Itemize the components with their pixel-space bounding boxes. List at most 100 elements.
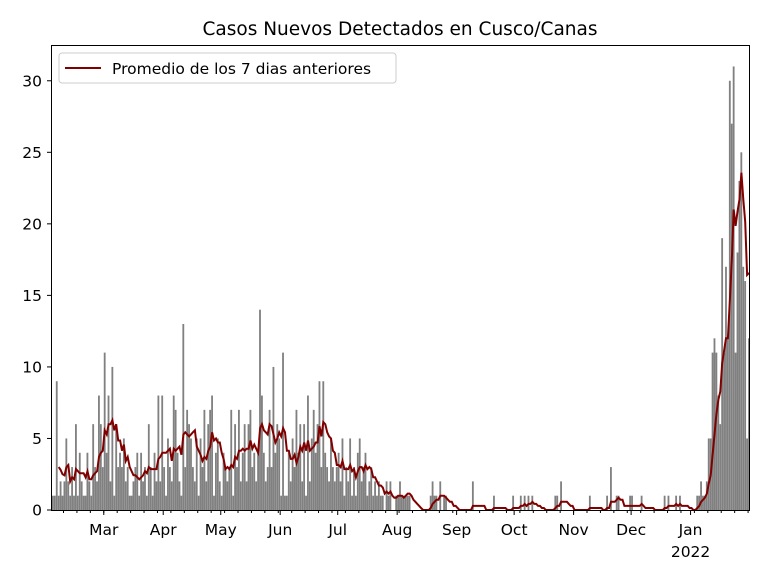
bar [299, 424, 302, 510]
y-axis: 0 5 10 15 20 25 30 [22, 72, 52, 520]
bar [268, 409, 271, 510]
bar [734, 352, 737, 510]
bar [429, 495, 432, 510]
bar [207, 424, 210, 510]
bar [702, 495, 704, 510]
bar [280, 495, 283, 510]
bars [52, 66, 750, 511]
bar [186, 409, 189, 510]
bar [519, 495, 522, 510]
bar [153, 452, 156, 510]
x-axis: Mar Apr May Jun Jul Aug Sep Oct Nov Dec Jan 2022 [63, 510, 749, 561]
bar [211, 395, 213, 510]
bar [184, 467, 187, 510]
bar [368, 481, 371, 510]
legend-label: Promedio de los 7 dias anteriores [112, 60, 371, 78]
bar [188, 424, 190, 510]
bar [213, 495, 215, 510]
bar [216, 438, 219, 510]
bar [92, 424, 95, 510]
bar [76, 495, 79, 510]
bar [742, 266, 745, 510]
bar [445, 495, 447, 510]
bar [696, 495, 699, 510]
bar [360, 481, 363, 510]
bar [55, 381, 58, 510]
bar [740, 152, 743, 511]
bar [471, 481, 474, 510]
bar [243, 424, 246, 510]
bar [167, 438, 169, 510]
x-tick-label: Aug [382, 521, 412, 539]
bar [266, 467, 269, 510]
bar [301, 481, 304, 510]
bar [667, 495, 670, 510]
bar [209, 409, 212, 510]
bar [98, 395, 100, 510]
x-tick-label: Dec [616, 521, 646, 539]
bar [145, 495, 148, 510]
bar [236, 467, 238, 510]
bar [397, 495, 399, 510]
bar [144, 467, 146, 510]
bar [730, 123, 733, 510]
bar [193, 481, 196, 510]
bar [554, 495, 557, 510]
bar [191, 467, 194, 510]
bar [512, 495, 515, 510]
bar [238, 409, 240, 510]
bar [75, 424, 77, 510]
bar [314, 452, 317, 510]
bar [364, 452, 367, 510]
bar [90, 495, 93, 510]
bar [276, 424, 279, 510]
bar [257, 452, 260, 510]
bar [203, 409, 206, 510]
bar [443, 495, 446, 510]
bar [372, 495, 375, 510]
bar [305, 495, 307, 510]
bar [105, 452, 108, 510]
bar [176, 452, 179, 510]
x-tick-label: Apr [150, 521, 177, 539]
bar [527, 495, 530, 510]
bar [226, 481, 229, 510]
bar [326, 467, 329, 510]
bar [140, 452, 143, 510]
bar [700, 481, 702, 510]
x-tick-label: Sep [442, 521, 471, 539]
bar [303, 424, 306, 510]
bar [401, 495, 403, 510]
bar [284, 495, 286, 510]
bar [255, 481, 258, 510]
y-tick-label: 0 [32, 502, 42, 520]
bar [136, 452, 139, 510]
y-tick-label: 10 [22, 358, 42, 376]
bar [358, 438, 361, 510]
bar [94, 467, 97, 510]
y-tick-label: 25 [22, 144, 42, 162]
bar [362, 467, 365, 510]
bar [220, 495, 223, 510]
bar [723, 352, 725, 510]
bar [71, 467, 73, 510]
bar [59, 481, 62, 510]
bar [328, 481, 330, 510]
bar [353, 467, 355, 510]
bar [307, 395, 309, 510]
bar [707, 438, 710, 510]
bar [128, 495, 131, 510]
chart-title: Casos Nuevos Detectados en Cusco/Canas [202, 19, 597, 40]
bar [431, 481, 434, 510]
bar [310, 438, 313, 510]
bar [159, 481, 162, 510]
bar [115, 424, 118, 510]
bar [239, 481, 242, 510]
bar [84, 495, 87, 510]
bar [339, 481, 342, 510]
bar [606, 495, 609, 510]
bar [330, 438, 332, 510]
bar [703, 495, 706, 510]
bar [119, 452, 121, 510]
bar [57, 495, 60, 510]
